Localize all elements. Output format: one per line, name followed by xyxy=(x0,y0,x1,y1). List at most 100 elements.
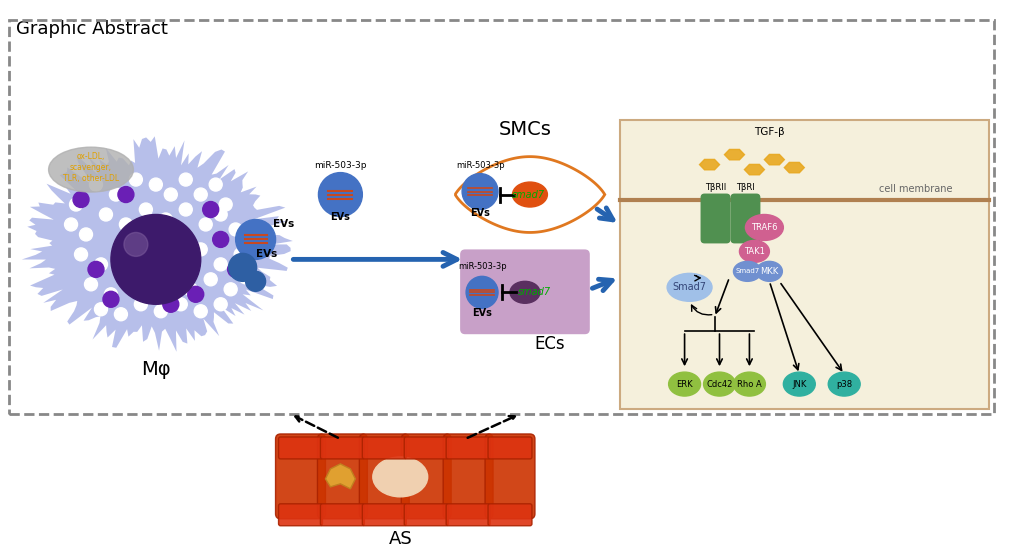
FancyBboxPatch shape xyxy=(404,504,447,526)
Circle shape xyxy=(174,253,187,266)
Circle shape xyxy=(103,292,119,307)
Circle shape xyxy=(184,283,197,296)
FancyBboxPatch shape xyxy=(278,437,322,459)
Ellipse shape xyxy=(512,182,547,207)
Ellipse shape xyxy=(827,372,859,396)
Ellipse shape xyxy=(745,214,783,240)
Polygon shape xyxy=(325,464,355,489)
Circle shape xyxy=(234,248,247,261)
Circle shape xyxy=(462,174,497,210)
Ellipse shape xyxy=(49,147,133,192)
Circle shape xyxy=(246,271,265,292)
FancyBboxPatch shape xyxy=(317,434,367,519)
Text: Graphic Abstract: Graphic Abstract xyxy=(16,20,168,38)
Circle shape xyxy=(164,271,177,284)
Polygon shape xyxy=(784,162,804,173)
FancyBboxPatch shape xyxy=(487,437,532,459)
FancyBboxPatch shape xyxy=(359,434,409,519)
Circle shape xyxy=(73,191,89,207)
Text: AS: AS xyxy=(388,530,412,548)
Polygon shape xyxy=(723,150,744,160)
Text: EVs: EVs xyxy=(470,208,489,218)
Circle shape xyxy=(79,228,93,241)
Ellipse shape xyxy=(510,282,539,303)
FancyBboxPatch shape xyxy=(460,249,589,334)
Text: Cdc42: Cdc42 xyxy=(705,379,732,389)
Circle shape xyxy=(199,218,212,231)
Circle shape xyxy=(140,203,152,216)
Circle shape xyxy=(159,213,172,226)
Text: Smad7: Smad7 xyxy=(672,282,706,292)
Circle shape xyxy=(88,261,104,277)
Text: TβRII: TβRII xyxy=(704,183,726,191)
FancyBboxPatch shape xyxy=(404,437,447,459)
Text: smad7: smad7 xyxy=(518,287,551,298)
FancyBboxPatch shape xyxy=(320,504,364,526)
FancyBboxPatch shape xyxy=(485,434,534,519)
Circle shape xyxy=(154,238,167,251)
Circle shape xyxy=(138,232,154,248)
Circle shape xyxy=(179,173,192,186)
Circle shape xyxy=(104,288,117,301)
FancyBboxPatch shape xyxy=(442,434,492,519)
Text: TβRI: TβRI xyxy=(736,183,754,191)
Circle shape xyxy=(69,198,83,211)
Text: cell membrane: cell membrane xyxy=(878,184,952,194)
Circle shape xyxy=(203,201,218,217)
Circle shape xyxy=(85,278,98,291)
Circle shape xyxy=(119,218,132,231)
Circle shape xyxy=(219,198,232,211)
FancyBboxPatch shape xyxy=(487,504,532,526)
Text: TAK1: TAK1 xyxy=(743,247,764,256)
Ellipse shape xyxy=(668,372,700,396)
Text: miR-503-3p: miR-503-3p xyxy=(458,262,505,271)
Circle shape xyxy=(213,232,228,248)
Text: MKK: MKK xyxy=(759,267,777,276)
Circle shape xyxy=(114,238,127,251)
Circle shape xyxy=(118,186,133,202)
Polygon shape xyxy=(21,136,292,352)
FancyBboxPatch shape xyxy=(400,434,450,519)
Circle shape xyxy=(174,298,187,311)
Text: EVs: EVs xyxy=(256,249,276,260)
Text: ox-LDL,
scavenger,
TLR, other-LDL: ox-LDL, scavenger, TLR, other-LDL xyxy=(63,152,119,183)
Text: EVs: EVs xyxy=(330,212,350,223)
Circle shape xyxy=(90,178,102,191)
Text: TGF-β: TGF-β xyxy=(753,126,784,137)
Circle shape xyxy=(318,173,362,217)
Circle shape xyxy=(224,283,236,296)
Circle shape xyxy=(154,305,167,318)
Text: EVs: EVs xyxy=(272,219,293,229)
Text: TRAF6: TRAF6 xyxy=(750,223,776,232)
Circle shape xyxy=(114,308,127,321)
Circle shape xyxy=(238,271,252,284)
FancyBboxPatch shape xyxy=(620,120,987,409)
Ellipse shape xyxy=(783,372,814,396)
Circle shape xyxy=(194,188,207,201)
Text: SMCs: SMCs xyxy=(498,120,551,139)
Circle shape xyxy=(204,273,217,286)
Circle shape xyxy=(214,258,227,271)
Text: smad7: smad7 xyxy=(511,190,544,200)
Circle shape xyxy=(64,218,77,231)
FancyBboxPatch shape xyxy=(362,504,406,526)
Circle shape xyxy=(179,203,192,216)
Circle shape xyxy=(209,178,222,191)
Circle shape xyxy=(466,276,497,308)
Text: Rho A: Rho A xyxy=(737,379,761,389)
Circle shape xyxy=(111,214,201,304)
Circle shape xyxy=(135,253,147,266)
Text: miR-503-3p: miR-503-3p xyxy=(455,161,503,170)
Ellipse shape xyxy=(703,372,735,396)
Circle shape xyxy=(163,296,178,312)
Circle shape xyxy=(149,178,162,191)
Text: miR-503-3p: miR-503-3p xyxy=(314,161,366,170)
Circle shape xyxy=(123,233,148,256)
Circle shape xyxy=(214,298,227,311)
Ellipse shape xyxy=(739,240,768,262)
Circle shape xyxy=(244,233,257,246)
Ellipse shape xyxy=(733,261,760,282)
Circle shape xyxy=(194,305,207,318)
Text: ERK: ERK xyxy=(676,379,692,389)
Circle shape xyxy=(227,261,244,277)
